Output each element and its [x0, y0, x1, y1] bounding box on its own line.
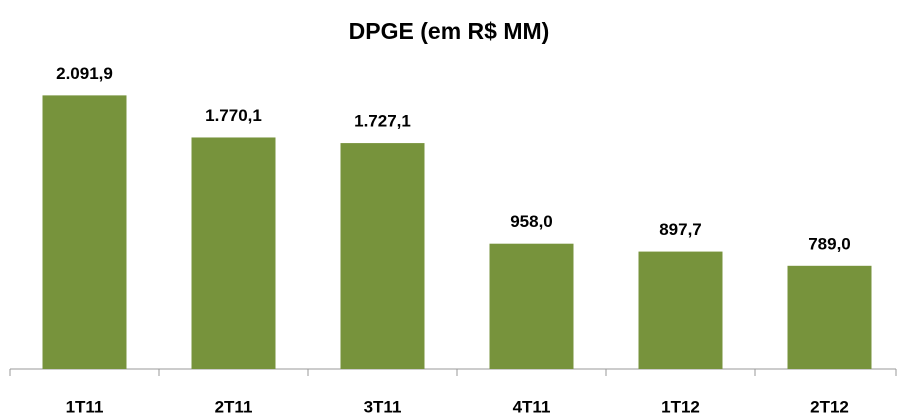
chart-title: DPGE (em R$ MM)	[349, 18, 550, 44]
value-label: 789,0	[808, 234, 851, 253]
x-tick-label: 3T11	[364, 397, 402, 416]
value-label: 958,0	[510, 212, 553, 231]
bar	[340, 143, 425, 369]
x-tick-label: 2T12	[810, 397, 849, 416]
bar	[489, 243, 574, 369]
x-tick-label: 2T11	[215, 397, 253, 416]
bar	[787, 265, 872, 369]
x-tick-label: 1T11	[66, 397, 104, 416]
x-tick-label: 1T12	[661, 397, 700, 416]
bar	[638, 251, 723, 369]
value-label: 2.091,9	[56, 64, 113, 83]
value-label: 897,7	[659, 220, 702, 239]
x-tick-label: 4T11	[513, 397, 551, 416]
value-label: 1.770,1	[205, 106, 262, 125]
bar	[42, 95, 127, 369]
value-label: 1.727,1	[354, 112, 411, 131]
bar	[191, 137, 276, 369]
